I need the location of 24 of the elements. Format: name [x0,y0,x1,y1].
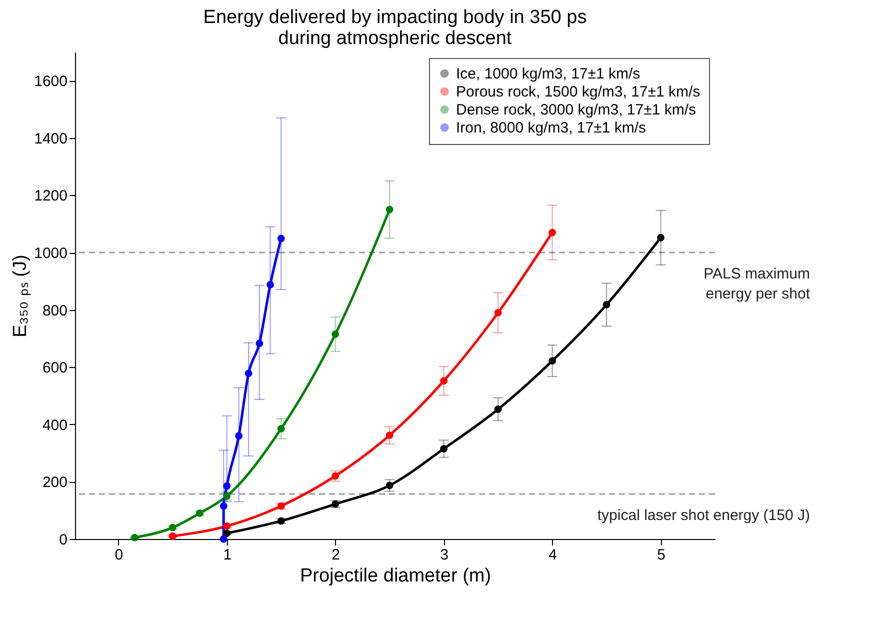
chart-title: Energy delivered by impacting body in 350 ps during atmospheric descent [203,7,587,49]
y-tick-label: 1600 [34,73,68,90]
x-tick-label: 4 [548,546,557,564]
y-tick-label: 1200 [34,188,68,205]
x-tick-label: 0 [114,546,124,564]
y-tick-label: 1400 [34,130,68,148]
y-tick-label: 600 [42,360,68,377]
y-axis-title: E₃₅₀ ₚₛ (J) [10,254,32,338]
x-tick-label: 2 [332,546,340,564]
ref-line-label: PALS maximum energy per shot [704,266,811,303]
legend-label: Dense rock, 3000 kg/m3, 17±1 km/s [456,102,696,118]
x-tick-label: 3 [440,546,448,564]
x-tick-label: 5 [657,546,666,564]
y-tick-label: 1000 [34,245,68,262]
x-tick-label: 1 [223,546,232,564]
ref-line-label: typical laser shot energy (150 J) [597,507,810,524]
y-tick-label: 200 [42,474,68,492]
legend-label: Iron, 8000 kg/m3, 17±1 km/s [456,120,646,136]
legend-label: Ice, 1000 kg/m3, 17±1 km/s [456,66,640,82]
x-axis-title: Projectile diameter (m) [300,566,492,586]
y-tick-label: 400 [42,416,68,434]
y-tick-label: 800 [42,302,68,320]
y-tick-label: 0 [59,532,68,548]
legend-label: Porous rock, 1500 kg/m3, 17±1 km/s [456,84,700,100]
